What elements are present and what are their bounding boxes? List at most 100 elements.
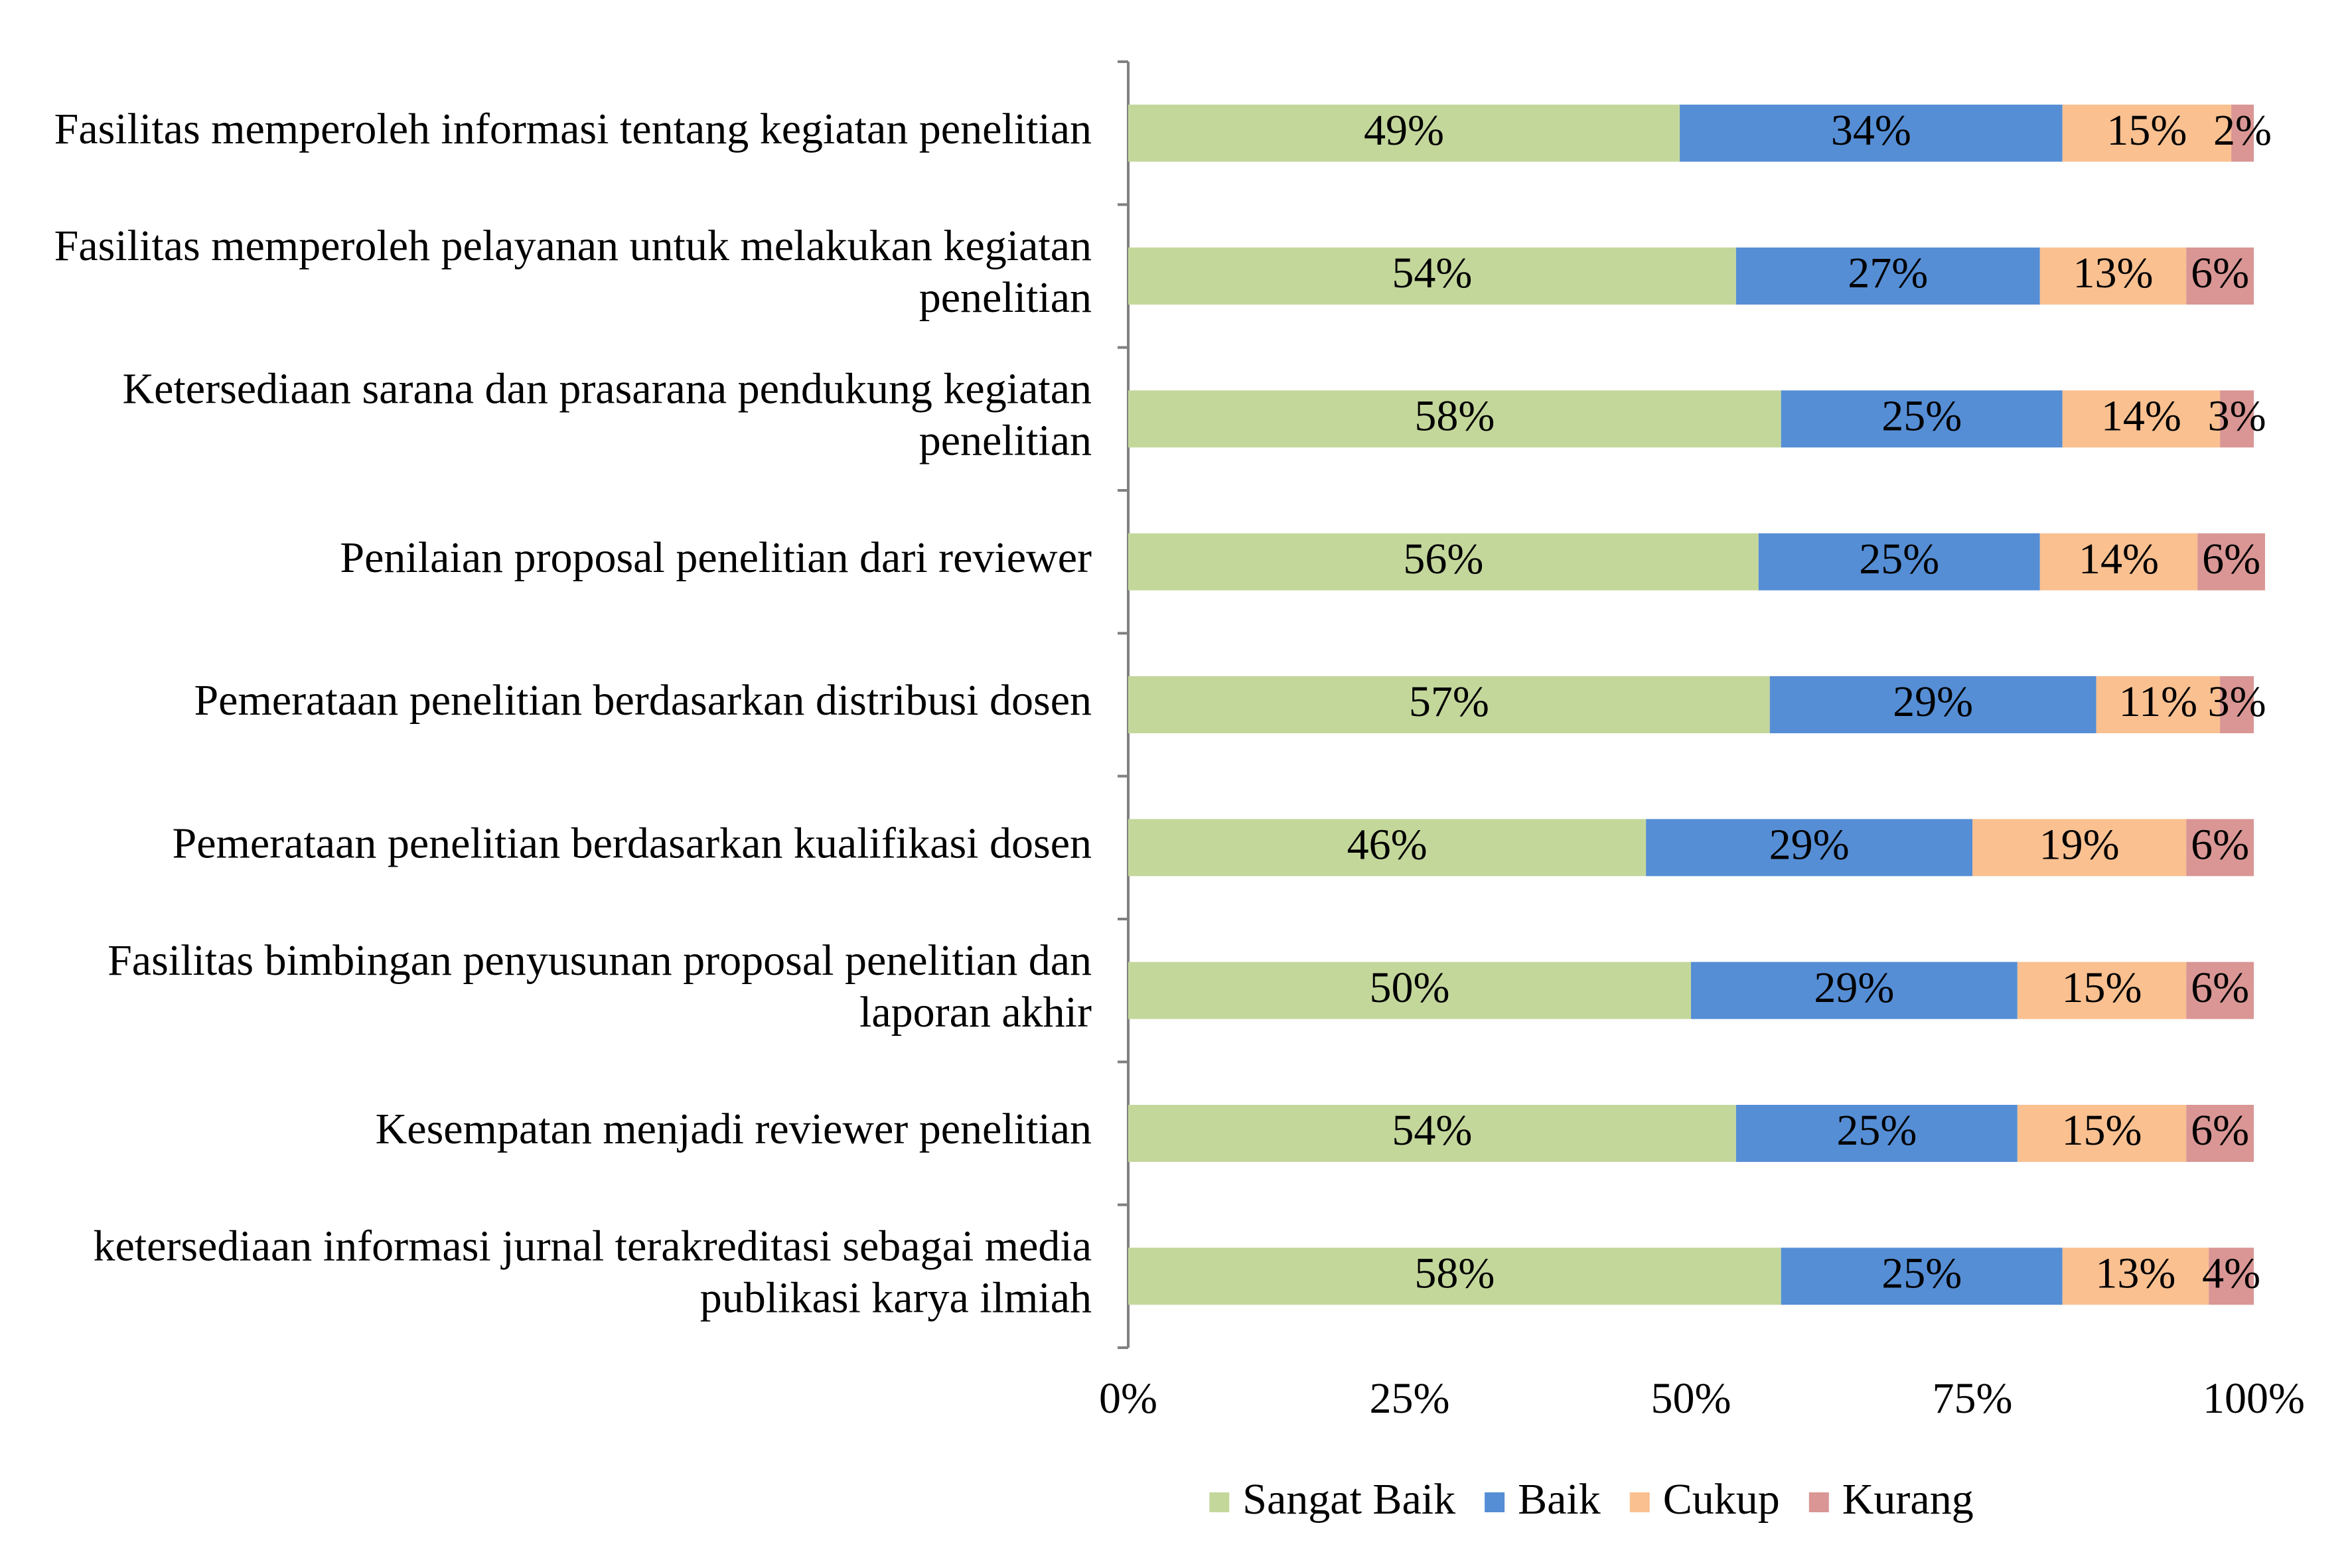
bar-segment-kurang xyxy=(2220,390,2254,448)
data-label: 25% xyxy=(1859,535,1939,583)
data-label: 3% xyxy=(2208,677,2266,726)
bar-segment-baik xyxy=(1758,533,2040,591)
legend: Sangat Baik Baik Cukup Kurang xyxy=(1209,1475,1974,1524)
category-label: Fasilitas memperoleh pelayanan untuk mel… xyxy=(54,222,1092,322)
bar-segment-cukup xyxy=(1972,819,2187,877)
bar-segment-kurang xyxy=(2231,104,2254,162)
legend-swatch xyxy=(1485,1492,1505,1512)
category-label: Fasilitas memperoleh informasi tentang k… xyxy=(54,105,1092,153)
bar-segment-cukup xyxy=(2039,248,2187,305)
data-label: 54% xyxy=(1392,249,1472,297)
bars xyxy=(1128,104,2265,1305)
data-label: 46% xyxy=(1347,820,1428,869)
data-label: 14% xyxy=(2101,392,2181,440)
data-label: 15% xyxy=(2106,106,2187,155)
bar-segment-sangat-baik xyxy=(1128,819,1647,877)
data-label: 29% xyxy=(1769,820,1850,869)
data-label: 29% xyxy=(1893,677,1973,726)
bar-segment-baik xyxy=(1781,1247,2063,1305)
category-label: Kesempatan menjadi reviewer penelitian xyxy=(376,1105,1092,1153)
data-label: 15% xyxy=(2062,963,2142,1012)
category-label: Pemerataan penelitian berdasarkan distri… xyxy=(194,676,1092,725)
data-label: 6% xyxy=(2202,535,2260,583)
x-tick-label: 75% xyxy=(1933,1374,2013,1423)
bar-segment-sangat-baik xyxy=(1128,1105,1736,1162)
bar-segment-baik xyxy=(1646,819,1972,877)
category-label: Fasilitas bimbingan penyusunan proposal … xyxy=(108,936,1092,1036)
bar-segment-baik xyxy=(1769,676,2096,733)
x-tick-label: 0% xyxy=(1099,1374,1157,1423)
bar-segment-kurang xyxy=(2186,962,2254,1019)
bar-segment-cukup xyxy=(2017,962,2187,1019)
data-label: 25% xyxy=(1881,392,1962,440)
bar-segment-cukup xyxy=(2062,104,2232,162)
data-label: 54% xyxy=(1392,1106,1472,1155)
legend-label: Kurang xyxy=(1842,1475,1974,1524)
data-label: 25% xyxy=(1836,1106,1917,1155)
bar-segment-baik xyxy=(1691,962,2018,1019)
bar-segment-sangat-baik xyxy=(1128,962,1691,1019)
bar-segment-cukup xyxy=(2017,1105,2187,1162)
data-label: 57% xyxy=(1409,677,1489,726)
data-label: 50% xyxy=(1370,963,1450,1012)
bar-segment-kurang xyxy=(2186,819,2254,877)
bar-segment-cukup xyxy=(2062,1247,2209,1305)
data-label: 19% xyxy=(2039,820,2120,869)
bar-segment-baik xyxy=(1781,390,2063,448)
data-label: 6% xyxy=(2191,1106,2249,1155)
legend-item: Baik xyxy=(1485,1475,1601,1524)
x-axis-tick-labels: 0% 25% 50% 75% 100% xyxy=(1099,1374,2305,1423)
data-label: 6% xyxy=(2191,963,2249,1012)
bar-segment-sangat-baik xyxy=(1128,676,1770,733)
data-label: 2% xyxy=(2213,106,2272,155)
legend-item: Sangat Baik xyxy=(1209,1475,1455,1524)
bar-segment-baik xyxy=(1680,104,2063,162)
data-labels: 49% 34% 15% 2% 54% 27% 13% 6% 58% 25% 14% 3% 56% 25% 1… xyxy=(1347,106,2272,1298)
data-label: 13% xyxy=(2095,1249,2175,1297)
data-label: 15% xyxy=(2062,1106,2142,1155)
x-tick-label: 100% xyxy=(2203,1374,2305,1423)
data-label: 34% xyxy=(1831,106,1911,155)
category-label: Pemerataan penelitian berdasarkan kualif… xyxy=(173,819,1092,867)
legend-label: Baik xyxy=(1518,1475,1601,1524)
data-label: 6% xyxy=(2191,249,2249,297)
bar-segment-sangat-baik xyxy=(1128,1247,1781,1305)
data-label: 3% xyxy=(2208,392,2266,440)
legend-label: Sangat Baik xyxy=(1242,1475,1455,1524)
data-label: 58% xyxy=(1414,1249,1495,1297)
data-label: 6% xyxy=(2191,820,2249,869)
data-label: 25% xyxy=(1881,1249,1962,1297)
data-label: 11% xyxy=(2119,677,2198,726)
bar-segment-kurang xyxy=(2186,248,2254,305)
bar-segment-sangat-baik xyxy=(1128,248,1736,305)
x-tick-label: 50% xyxy=(1651,1374,1731,1423)
category-label: Penilaian proposal penelitian dari revie… xyxy=(340,534,1092,582)
category-labels: Fasilitas memperoleh informasi tentang k… xyxy=(54,105,1092,1322)
bar-segment-cukup xyxy=(2039,533,2198,591)
legend-swatch xyxy=(1629,1492,1650,1512)
bar-segment-kurang xyxy=(2186,1105,2254,1162)
bar-segment-sangat-baik xyxy=(1128,104,1680,162)
data-label: 13% xyxy=(2073,249,2154,297)
data-label: 58% xyxy=(1414,392,1495,440)
bar-segment-sangat-baik xyxy=(1128,533,1759,591)
data-label: 27% xyxy=(1848,249,1928,297)
bar-segment-sangat-baik xyxy=(1128,390,1781,448)
category-label: ketersediaan informasi jurnal terakredit… xyxy=(93,1222,1092,1322)
data-label: 56% xyxy=(1403,535,1483,583)
bar-segment-kurang xyxy=(2220,676,2254,733)
data-label: 14% xyxy=(2079,535,2159,583)
bar-segment-baik xyxy=(1735,248,2040,305)
legend-label: Cukup xyxy=(1663,1475,1780,1524)
bar-segment-baik xyxy=(1735,1105,2018,1162)
data-label: 49% xyxy=(1364,106,1444,155)
bar-segment-kurang xyxy=(2209,1247,2254,1305)
bar-segment-cukup xyxy=(2096,676,2221,733)
bar-segment-cukup xyxy=(2062,390,2221,448)
legend-swatch xyxy=(1808,1492,1829,1512)
data-label: 29% xyxy=(1814,963,1894,1012)
y-axis-tick-marks xyxy=(1118,60,1128,1349)
bar-segment-kurang xyxy=(2197,533,2265,591)
x-tick-label: 25% xyxy=(1370,1374,1450,1423)
